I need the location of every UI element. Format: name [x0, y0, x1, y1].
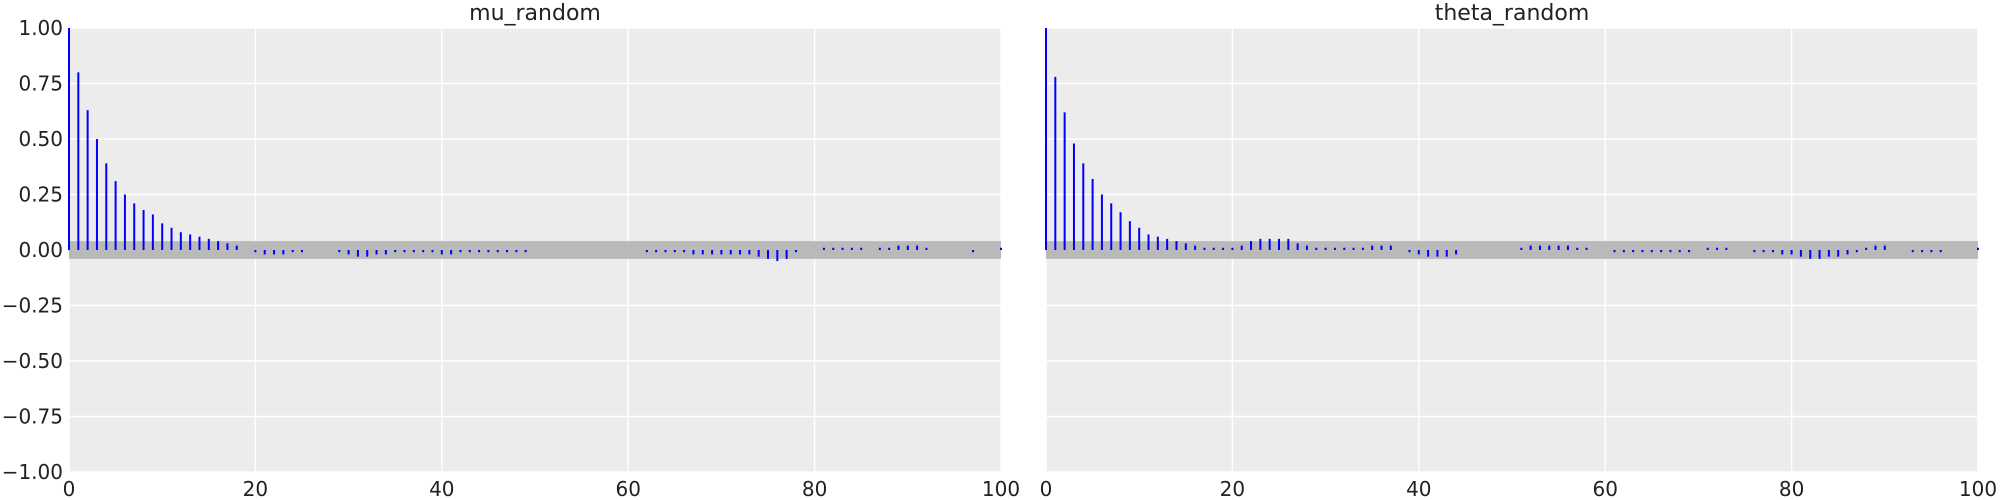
x-tick-label: 80: [802, 477, 827, 500]
x-tick-label: 20: [1220, 477, 1245, 500]
y-tick-label: 0.75: [18, 72, 63, 96]
chart-title: theta_random: [1435, 1, 1590, 26]
x-tick-labels: 0 20 40 60 80 100: [63, 477, 1020, 500]
x-tick-label: 60: [1592, 477, 1617, 500]
x-tick-label: 20: [243, 477, 268, 500]
x-tick-label: 40: [1406, 477, 1431, 500]
x-tick-label: 0: [1040, 477, 1053, 500]
x-tick-label: 100: [1959, 477, 1997, 500]
x-tick-label: 60: [615, 477, 640, 500]
y-tick-label: −1.00: [2, 460, 63, 484]
y-tick-labels: 1.00 0.75 0.50 0.25 0.00 −0.25 −0.50 −0.75 −1.00: [2, 16, 63, 484]
x-tick-label: 0: [63, 477, 76, 500]
x-tick-labels: 0 20 40 60 80 100: [1040, 477, 1997, 500]
x-tick-label: 80: [1779, 477, 1804, 500]
y-tick-label: 1.00: [18, 16, 63, 40]
y-tick-label: 0.00: [18, 238, 63, 262]
x-tick-label: 100: [982, 477, 1020, 500]
y-tick-label: −0.25: [2, 294, 63, 318]
acf-bars: [1045, 28, 1979, 259]
y-tick-label: −0.75: [2, 405, 63, 429]
y-tick-label: −0.50: [2, 349, 63, 373]
x-tick-label: 40: [429, 477, 454, 500]
chart-panel-mu-random: mu_random 0 20 40 60 80 100 1.00 0.75 0.50 0.25 0.…: [2, 1, 1020, 500]
y-tick-label: 0.25: [18, 183, 63, 207]
chart-panel-theta-random: theta_random 0 20 40 60 80 100: [1040, 1, 1997, 500]
acf-bars: [68, 28, 1002, 262]
chart-title: mu_random: [469, 1, 601, 26]
y-tick-label: 0.50: [18, 127, 63, 151]
